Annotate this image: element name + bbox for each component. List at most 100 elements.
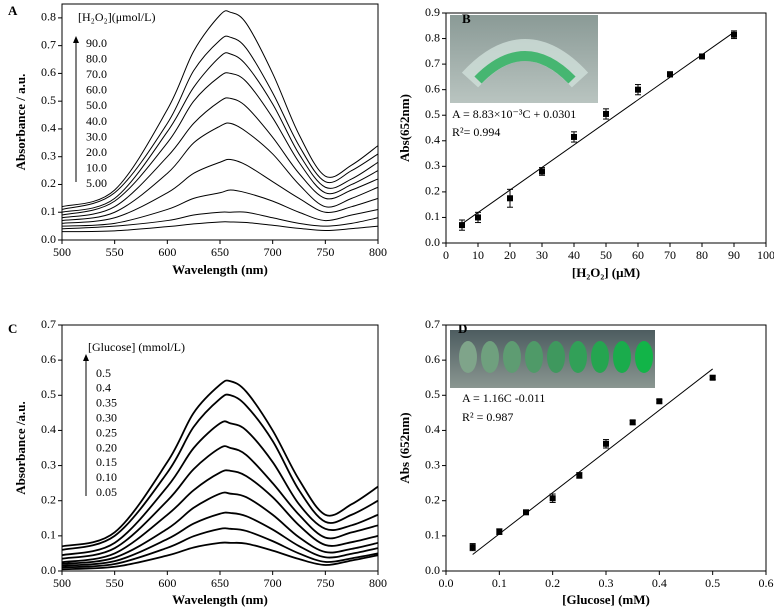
- x-axis-label: Wavelength (nm): [172, 262, 268, 277]
- spectrum-line: [61, 211, 379, 230]
- x-tick-label: 750: [316, 576, 334, 590]
- data-point: [576, 472, 583, 479]
- x-tick-label: 80: [696, 248, 708, 262]
- y-axis-label: Abs(652nm): [397, 94, 412, 162]
- data-point: [709, 374, 716, 381]
- spectrum-line: [61, 97, 379, 219]
- spectrum-line: [61, 52, 379, 213]
- data-point: [459, 222, 465, 229]
- data-point: [629, 419, 636, 426]
- y-tick-label: 0.6: [425, 352, 440, 366]
- y-tick-label: 0.3: [41, 457, 56, 471]
- x-tick-label: 0.0: [439, 576, 454, 590]
- fit-line: [461, 31, 735, 225]
- spectrum-line: [61, 72, 379, 216]
- x-tick-label: 0.2: [545, 576, 560, 590]
- y-tick-label: 0.6: [41, 352, 56, 366]
- x-tick-label: 30: [536, 248, 548, 262]
- legend-title: [Glucose] (mmol/L): [88, 340, 185, 354]
- y-tick-label: 0.3: [41, 148, 56, 162]
- spectrum-line: [61, 491, 379, 565]
- spectrum-line: [61, 541, 379, 571]
- x-tick-label: 800: [369, 245, 387, 259]
- y-tick-label: 0.7: [425, 317, 440, 331]
- y-tick-label: 0.2: [41, 492, 56, 506]
- y-axis-label: Absorbance /a.u.: [13, 401, 28, 495]
- data-point: [699, 53, 705, 60]
- x-tick-label: 550: [106, 245, 124, 259]
- x-tick-label: 650: [211, 245, 229, 259]
- spectrum-line: [61, 379, 379, 548]
- legend-entry: 5.00: [86, 176, 107, 190]
- legend-entry: 30.0: [86, 129, 107, 143]
- panel-letter: B: [462, 11, 471, 26]
- spectrum-line: [61, 420, 379, 557]
- spectrum-line: [61, 35, 379, 210]
- legend-entry: 0.15: [96, 455, 117, 469]
- y-tick-label: 0.5: [425, 107, 440, 121]
- data-point: [496, 528, 503, 535]
- legend-entry: 40.0: [86, 114, 107, 128]
- data-point: [539, 168, 545, 175]
- legend-entry: 90.0: [86, 36, 107, 50]
- y-tick-label: 0.0: [41, 563, 56, 577]
- spectrum-line: [61, 158, 379, 224]
- legend-title: [H₂O₂](μmol/L): [78, 10, 155, 24]
- x-tick-label: 0.1: [492, 576, 507, 590]
- data-point: [731, 31, 737, 38]
- y-tick-label: 0.5: [41, 93, 56, 107]
- x-axis-label: [H₂O₂] (μM): [572, 265, 640, 280]
- legend-entry: 0.05: [96, 485, 117, 499]
- fit-line: [472, 368, 713, 555]
- x-tick-label: 700: [264, 576, 282, 590]
- x-tick-label: 70: [664, 248, 676, 262]
- data-point: [549, 495, 556, 502]
- spectrum-line: [61, 221, 379, 233]
- photo-tubes-b: [450, 15, 598, 103]
- data-point: [603, 110, 609, 117]
- y-tick-label: 0.1: [41, 528, 56, 542]
- panel-letter: D: [458, 321, 467, 336]
- y-tick-label: 0.9: [425, 5, 440, 19]
- x-tick-label: 650: [211, 576, 229, 590]
- x-tick-label: 600: [158, 576, 176, 590]
- y-tick-label: 0.3: [425, 158, 440, 172]
- legend-entry: 0.30: [96, 410, 117, 424]
- equation-text: R²= 0.994: [452, 125, 500, 139]
- legend-entry: 0.20: [96, 440, 117, 454]
- spectrum-line: [61, 511, 379, 567]
- legend-arrowhead: [83, 354, 89, 361]
- data-point: [475, 214, 481, 221]
- y-tick-label: 0.4: [425, 133, 440, 147]
- x-tick-label: 0.4: [652, 576, 667, 590]
- x-tick-label: 40: [568, 248, 580, 262]
- panel-letter: C: [8, 321, 17, 336]
- x-tick-label: 700: [264, 245, 282, 259]
- spectrum-line: [61, 469, 379, 564]
- y-tick-label: 0.1: [425, 209, 440, 223]
- legend-entry: 50.0: [86, 98, 107, 112]
- x-tick-label: 0.6: [759, 576, 774, 590]
- data-point: [469, 544, 476, 551]
- data-point: [603, 440, 609, 447]
- legend-entry: 0.5: [96, 366, 111, 380]
- equation-text: R² = 0.987: [462, 410, 513, 424]
- y-tick-label: 0.6: [41, 65, 56, 79]
- legend-entry: 10.0: [86, 161, 107, 175]
- y-tick-label: 0.5: [41, 387, 56, 401]
- x-tick-label: 20: [504, 248, 516, 262]
- x-tick-label: 600: [158, 245, 176, 259]
- legend-entry: 0.25: [96, 425, 117, 439]
- legend-entry: 20.0: [86, 145, 107, 159]
- y-tick-label: 0.4: [41, 121, 56, 135]
- spectrum-line: [61, 527, 379, 569]
- legend-arrowhead: [73, 36, 79, 43]
- y-tick-label: 0.7: [41, 37, 56, 51]
- y-tick-label: 0.0: [41, 232, 56, 246]
- x-tick-label: 500: [53, 245, 71, 259]
- spectrum-line: [61, 122, 379, 222]
- y-tick-label: 0.5: [425, 387, 440, 401]
- x-tick-label: 800: [369, 576, 387, 590]
- equation-text: A = 8.83×10⁻³C + 0.0301: [452, 107, 576, 121]
